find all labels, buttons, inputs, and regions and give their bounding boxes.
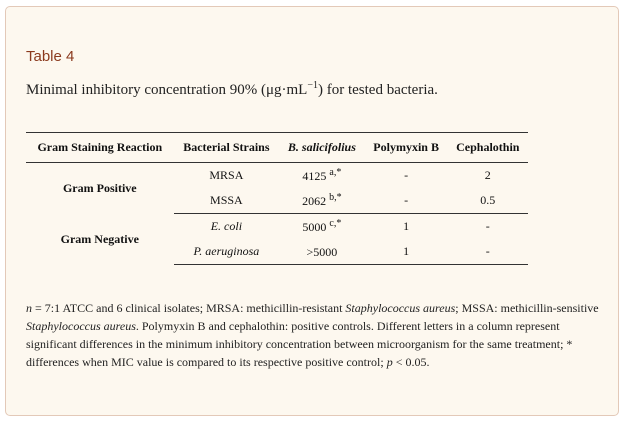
table-card: Table 4 Minimal inhibitory concentration… — [5, 6, 619, 416]
footnote-text: ; MSSA: methicillin-sensitive — [455, 301, 599, 315]
mic-value: 2062 — [302, 194, 330, 208]
table-row: Gram Negative E. coli 5000 c,* 1 - — [26, 214, 528, 246]
mic-value: >5000 — [306, 245, 338, 259]
table-row: Gram Positive MRSA 4125 a,* - 2 — [26, 163, 528, 195]
group-label-gram-negative: Gram Negative — [60, 231, 139, 246]
footnote-p: p — [386, 355, 393, 369]
footnote-text: . Polymyxin B and cephalothin: positive … — [26, 319, 573, 369]
table-footnote: n = 7:1 ATCC and 6 clinical isolates; MR… — [26, 299, 604, 371]
table-row: P. aeruginosa >5000 1 - — [26, 239, 528, 265]
mic-value: 4125 — [302, 169, 330, 183]
cephalothin-cell: 2 — [484, 168, 491, 182]
caption-text-end: ) for tested bacteria. — [317, 82, 438, 98]
header-cephalothin: Cephalothin — [447, 132, 528, 163]
header-row: Gram Staining Reaction Bacterial Strains… — [26, 132, 528, 163]
cephalothin-cell: 0.5 — [447, 188, 528, 214]
header-bacterial-strains: Bacterial Strains — [173, 132, 280, 163]
polymyxin-cell: - — [364, 188, 448, 214]
b-salicifolius-cell: >5000 — [279, 239, 365, 265]
group-label-gram-positive: Gram Positive — [62, 180, 137, 195]
strain-cell: E. coli — [210, 219, 243, 233]
strain-cell: P. aeruginosa — [173, 239, 280, 265]
polymyxin-cell: 1 — [364, 239, 448, 265]
strain-cell: MSSA — [173, 188, 280, 214]
mic-value: 5000 — [302, 220, 330, 234]
significance-marker: b,* — [329, 192, 342, 203]
table-label: Table 4 — [26, 48, 75, 65]
b-salicifolius-cell: 2062 b,* — [279, 188, 365, 214]
mic-table: Gram Staining Reaction Bacterial Strains… — [26, 132, 528, 265]
caption-superscript: −1 — [307, 80, 318, 91]
footnote-species: Staphylococcus aureus — [345, 301, 456, 315]
table-row: MSSA 2062 b,* - 0.5 — [26, 188, 528, 214]
polymyxin-cell: - — [404, 168, 409, 182]
b-salicifolius-cell: 5000 c,* — [279, 214, 365, 240]
footnote-n: n — [26, 301, 32, 315]
polymyxin-cell: 1 — [403, 219, 410, 233]
significance-marker: a,* — [329, 167, 342, 178]
strain-cell: MRSA — [209, 168, 244, 182]
footnote-species: Staphylococcus aureus — [26, 319, 136, 333]
significance-marker: c,* — [329, 218, 342, 229]
caption-text: Minimal inhibitory concentration 90% (μg… — [26, 82, 308, 98]
cephalothin-cell: - — [447, 239, 528, 265]
header-gram-staining: Gram Staining Reaction — [26, 132, 174, 163]
footnote-text: = 7:1 ATCC and 6 clinical isolates; MRSA… — [32, 301, 346, 315]
cephalothin-cell: - — [485, 219, 490, 233]
b-salicifolius-cell: 4125 a,* — [279, 163, 365, 189]
header-polymyxin-b: Polymyxin B — [364, 132, 448, 163]
header-b-salicifolius: B. salicifolius — [279, 132, 365, 163]
table-caption: Minimal inhibitory concentration 90% (μg… — [26, 80, 438, 99]
footnote-text: < 0.05. — [392, 355, 430, 369]
